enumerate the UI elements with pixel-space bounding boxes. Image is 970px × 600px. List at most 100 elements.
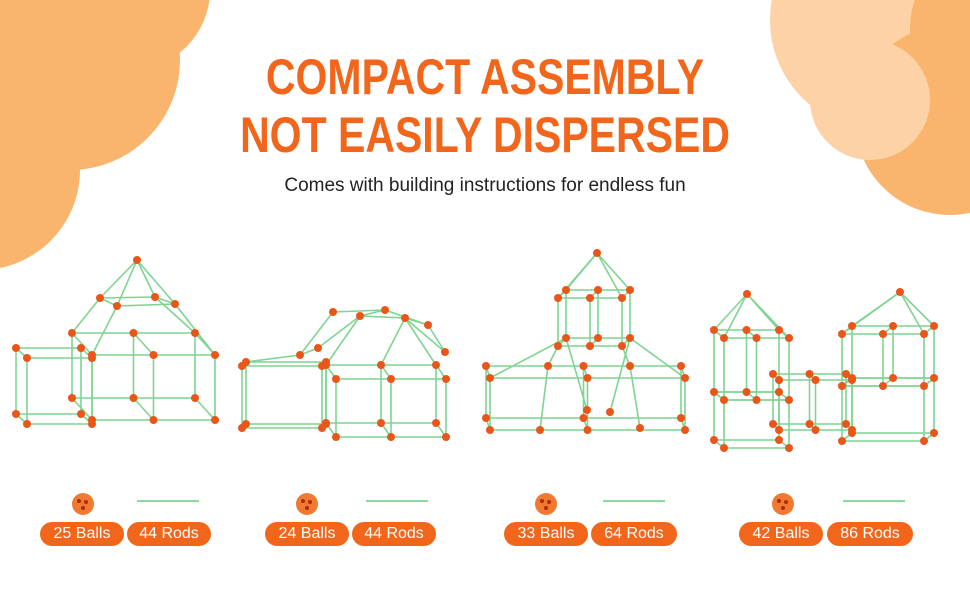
rod <box>713 293 748 331</box>
connector-ball <box>896 288 904 296</box>
connector-ball <box>805 420 814 428</box>
connector-ball <box>191 329 199 337</box>
cloud-left <box>0 0 210 268</box>
rods-count-badge: 86 Rods <box>827 522 913 546</box>
connector-ball <box>626 286 634 294</box>
rod-icon <box>843 500 905 502</box>
connector-ball <box>848 376 856 384</box>
connector-ball <box>594 334 602 342</box>
connector-ball <box>769 370 777 378</box>
rod <box>91 305 118 356</box>
rod <box>317 315 361 349</box>
connector-ball <box>677 414 685 422</box>
connector-ball <box>442 375 450 383</box>
rod <box>489 337 567 379</box>
connector-ball <box>606 408 614 416</box>
connector-ball <box>775 426 783 434</box>
subtitle: Comes with building instructions for end… <box>284 175 686 196</box>
connector-ball <box>785 396 793 404</box>
connector-ball <box>377 361 385 369</box>
connector-ball <box>889 322 897 330</box>
rod-icon <box>137 500 199 502</box>
connector-ball <box>681 374 689 382</box>
connector-ball <box>594 286 602 294</box>
connector-ball <box>401 314 409 322</box>
connector-ball <box>432 361 440 369</box>
connector-ball <box>752 334 761 342</box>
connector-ball <box>785 444 793 452</box>
connector-ball <box>536 426 544 434</box>
connector-ball <box>77 344 85 352</box>
connector-ball <box>149 416 158 424</box>
fort-4 <box>710 288 938 452</box>
rod <box>609 337 631 413</box>
connector-ball <box>544 362 552 370</box>
rod <box>380 317 406 366</box>
rod <box>899 291 935 327</box>
rod <box>404 317 446 353</box>
headline-line-2: NOT EASILY DISPERSED <box>240 107 730 163</box>
connector-ball <box>811 426 820 434</box>
connector-ball <box>96 294 104 302</box>
connector-ball <box>486 374 494 382</box>
rod <box>71 297 101 334</box>
rod <box>899 291 925 335</box>
balls-count-badge: 24 Balls <box>265 522 349 546</box>
connector-ball <box>424 321 432 329</box>
fort-3 <box>482 249 689 434</box>
ball-icon <box>772 493 794 515</box>
rod <box>404 317 437 366</box>
connector-ball <box>238 362 246 370</box>
connector-ball <box>583 426 592 434</box>
fort-2 <box>238 306 450 441</box>
connector-ball <box>332 433 340 441</box>
connector-ball <box>23 354 31 362</box>
rod <box>404 317 429 326</box>
connector-ball <box>442 433 450 441</box>
connector-ball <box>129 394 138 402</box>
connector-ball <box>775 376 783 384</box>
connector-ball <box>930 429 938 437</box>
connector-ball <box>879 382 887 390</box>
connector-ball <box>720 396 728 404</box>
rods-count-badge: 44 Rods <box>352 522 436 546</box>
rod <box>359 315 406 319</box>
connector-ball <box>562 286 570 294</box>
connector-ball <box>211 351 219 359</box>
rod <box>99 259 138 299</box>
rod-icon <box>366 500 428 502</box>
rod <box>596 252 631 291</box>
rod <box>596 252 623 299</box>
connector-ball <box>129 329 138 337</box>
connector-ball <box>554 294 562 302</box>
connector-ball <box>720 334 728 342</box>
connector-ball <box>593 249 601 257</box>
connector-ball <box>191 394 199 402</box>
ball-icon <box>72 493 94 515</box>
connector-ball <box>889 374 897 382</box>
rod <box>629 365 641 429</box>
connector-ball <box>752 396 761 404</box>
rod <box>136 259 156 298</box>
rod <box>132 397 155 421</box>
connector-ball <box>554 342 562 350</box>
connector-ball <box>775 436 783 444</box>
connector-ball <box>579 414 588 422</box>
connector-ball <box>314 344 322 352</box>
connector-ball <box>579 362 588 370</box>
balls-count-badge: 42 Balls <box>739 522 823 546</box>
connector-ball <box>677 362 685 370</box>
connector-ball <box>381 306 389 314</box>
connector-ball <box>482 414 490 422</box>
connector-ball <box>636 424 644 432</box>
connector-ball <box>486 426 494 434</box>
connector-ball <box>77 410 85 418</box>
connector-ball <box>296 351 304 359</box>
connector-ball <box>377 419 385 427</box>
connector-ball <box>775 388 783 396</box>
connector-ball <box>329 308 337 316</box>
connector-ball <box>322 419 330 427</box>
connector-ball <box>742 326 751 334</box>
connector-ball <box>626 334 634 342</box>
